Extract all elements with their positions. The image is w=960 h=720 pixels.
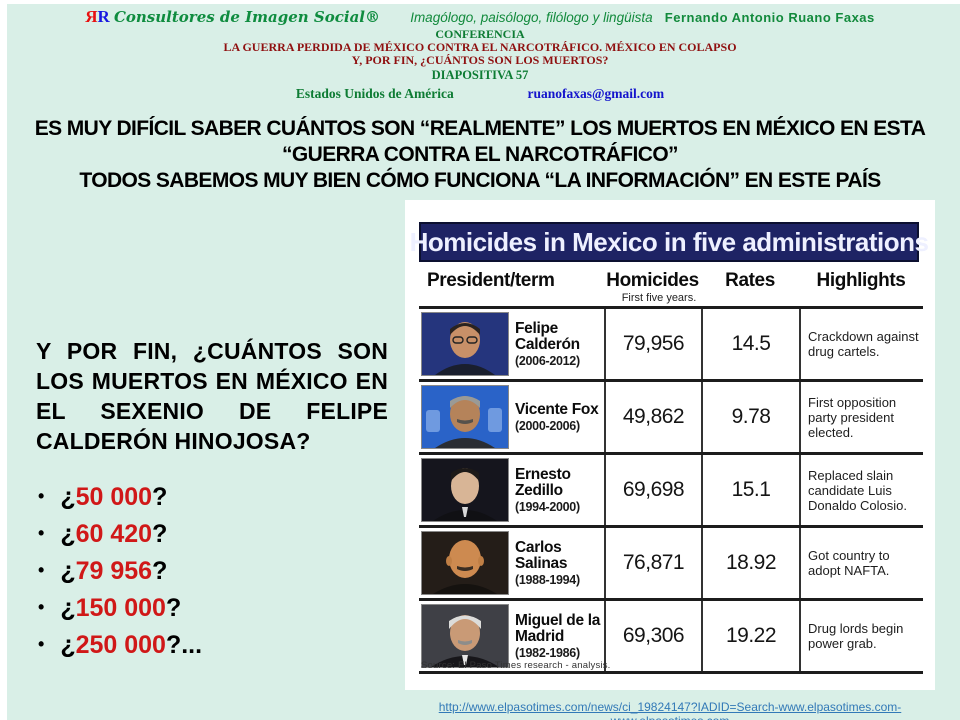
headline-line-2: “GUERRA CONTRA EL NARCOTRÁFICO” <box>282 143 679 166</box>
bullet-number: 50 000 <box>75 483 153 511</box>
president-term: (2000-2006) <box>515 418 580 433</box>
slide-header: ЯR Consultores de Imagen Social® Imagólo… <box>0 8 960 102</box>
bullet-icon: • <box>38 634 45 654</box>
list-item: • ¿60 420? <box>38 520 168 548</box>
president-name: Ernesto Zedillo <box>515 465 571 499</box>
highlight-text: Replaced slain candidate Luis Donaldo Co… <box>799 455 923 525</box>
homicides-value: 69,306 <box>604 601 701 671</box>
president-photo <box>419 382 511 452</box>
highlight-text: Drug lords begin power grab. <box>799 601 923 671</box>
headline-line-1: ES MUY DIFÍCIL SABER CUÁNTOS SON “REALME… <box>34 117 926 140</box>
slide-number-line: DIAPOSITIVA 57 <box>431 68 529 82</box>
brand-name: Consultores de Imagen Social® <box>113 8 381 26</box>
table-row: Ernesto Zedillo (1994-2000) 69,698 15.1 … <box>419 452 923 525</box>
logo-ya-letter: Я <box>85 7 98 26</box>
list-item: • ¿50 000? <box>38 483 168 511</box>
table-row: Felipe Calderón (2006-2012) 79,956 14.5 … <box>419 306 923 379</box>
bullet-number: 150 000 <box>75 594 166 622</box>
president-name-cell: Felipe Calderón (2006-2012) <box>511 309 604 379</box>
column-header-president: President/term <box>427 270 555 291</box>
column-header-homicides: Homicides <box>606 270 699 291</box>
bullet-number: 79 956 <box>75 557 153 585</box>
bullet-icon: • <box>38 486 45 506</box>
footer-url-block: http://www.elpasotimes.com/news/ci_19824… <box>405 700 935 720</box>
table-source-note: Source: El Paso Times research - analysi… <box>421 660 611 671</box>
headline-line-3: TODOS SABEMOS MUY BIEN CÓMO FUNCIONA “LA… <box>79 169 881 192</box>
column-header-rates: Rates <box>725 270 775 291</box>
president-name: Vicente Fox <box>515 400 599 418</box>
death-toll-bullet-list: • ¿50 000? • ¿60 420? • ¿79 956? • ¿150 000?… <box>38 483 368 668</box>
column-header-highlights: Highlights <box>816 270 906 291</box>
rate-value: 14.5 <box>701 309 799 379</box>
rate-value: 19.22 <box>701 601 799 671</box>
table-row: Miguel de la Madrid (1982-1986) 69,306 1… <box>419 598 923 671</box>
rate-value: 9.78 <box>701 382 799 452</box>
highlight-text: Got country to adopt NAFTA. <box>799 528 923 598</box>
president-name-cell: Carlos Salinas (1988-1994) <box>511 528 604 598</box>
table-row: Vicente Fox (2000-2006) 49,862 9.78 Firs… <box>419 379 923 452</box>
rate-value: 18.92 <box>701 528 799 598</box>
president-photo <box>419 309 511 379</box>
bullet-icon: • <box>38 560 45 580</box>
president-name: Carlos Salinas <box>515 538 568 572</box>
list-item: • ¿250 000?... <box>38 631 203 659</box>
list-item: • ¿150 000? <box>38 594 182 622</box>
header-brand-line: ЯR Consultores de Imagen Social® Imagólo… <box>0 8 960 27</box>
president-term: (1982-1986) <box>515 645 580 660</box>
president-term: (1994-2000) <box>515 499 580 514</box>
president-photo <box>419 528 511 598</box>
bullet-icon: • <box>38 597 45 617</box>
main-headline: ES MUY DIFÍCIL SABER CUÁNTOS SON “REALME… <box>0 116 960 194</box>
president-name-cell: Ernesto Zedillo (1994-2000) <box>511 455 604 525</box>
table-row: Carlos Salinas (1988-1994) 76,871 18.92 … <box>419 525 923 598</box>
bullet-icon: • <box>38 523 45 543</box>
president-name-cell: Vicente Fox (2000-2006) <box>511 382 604 452</box>
homicides-value: 49,862 <box>604 382 701 452</box>
source-url-link[interactable]: http://www.elpasotimes.com/news/ci_19824… <box>438 700 902 714</box>
location-label: Estados Unidos de América <box>295 86 454 101</box>
list-item: • ¿79 956? <box>38 557 168 585</box>
header-contact-line: Estados Unidos de América ruanofaxas@gma… <box>0 86 960 101</box>
president-photo <box>419 455 511 525</box>
bullet-number: 250 000 <box>75 631 166 659</box>
rate-value: 15.1 <box>701 455 799 525</box>
president-photo <box>419 601 511 671</box>
conferencia-line: CONFERENCIA <box>435 27 525 41</box>
table-column-headers: President/term Homicides First five year… <box>419 268 923 306</box>
table-body: Felipe Calderón (2006-2012) 79,956 14.5 … <box>419 306 923 674</box>
homicides-value: 69,698 <box>604 455 701 525</box>
conference-title-line2: Y, POR FIN, ¿CUÁNTOS SON LOS MUERTOS? <box>351 53 609 67</box>
author-name: Fernando Antonio Ruano Faxas <box>664 10 875 25</box>
homicides-value: 79,956 <box>604 309 701 379</box>
president-name-cell: Miguel de la Madrid (1982-1986) <box>511 601 604 671</box>
conference-title-line1: LA GUERRA PERDIDA DE MÉXICO CONTRA EL NA… <box>223 40 737 54</box>
header-subtitle: Imagólogo, paisólogo, filólogo y lingüis… <box>410 10 653 25</box>
question-text: Y POR FIN, ¿CUÁNTOS SON LOS MUERTOS EN M… <box>36 338 388 454</box>
homicides-value: 76,871 <box>604 528 701 598</box>
homicides-table-panel: Homicides in Mexico in five administrati… <box>405 200 935 690</box>
table-title: Homicides in Mexico in five administrati… <box>410 222 929 262</box>
highlight-text: First opposition party president elected… <box>799 382 923 452</box>
source-url-link-line2[interactable]: www.elpasotimes.com <box>611 714 730 720</box>
column-header-homicides-note: First five years. <box>621 292 697 304</box>
logo-r-letter: R <box>97 7 110 26</box>
email-link[interactable]: ruanofaxas@gmail.com <box>527 86 665 101</box>
president-term: (1988-1994) <box>515 572 580 587</box>
president-term: (2006-2012) <box>515 353 580 368</box>
bullet-number: 60 420 <box>75 520 153 548</box>
highlight-text: Crackdown against drug cartels. <box>799 309 923 379</box>
president-name: Miguel de la Madrid <box>515 611 601 645</box>
president-name: Felipe Calderón <box>515 319 580 353</box>
